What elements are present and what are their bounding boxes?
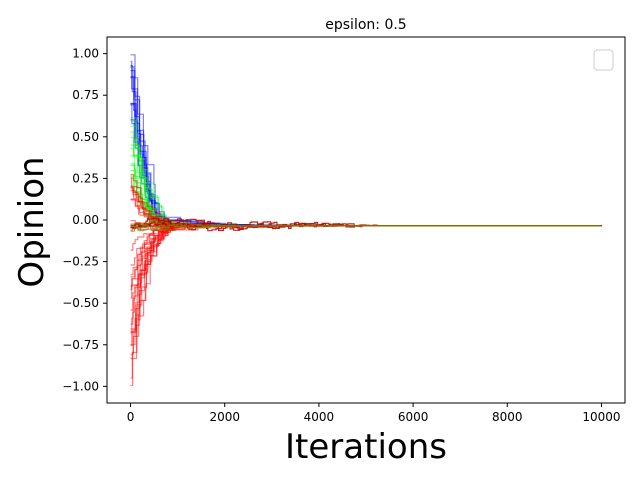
x-axis-title: Iterations (285, 427, 447, 467)
y-tick-label: −0.75 (62, 338, 99, 352)
x-tick-label: 4000 (304, 410, 335, 424)
y-tick-label: −1.00 (62, 379, 99, 393)
y-tick-label: −0.25 (62, 255, 99, 269)
y-tick-label: 0.00 (72, 213, 99, 227)
y-axis: 1.00 0.75 0.50 0.25 0.00 −0.25 −0.50 −0.75 −1.00 (62, 47, 107, 393)
y-tick-label: 1.00 (72, 47, 99, 61)
y-tick-label: 0.75 (72, 88, 99, 102)
y-axis-title: Opinion (12, 156, 52, 287)
legend-box (593, 49, 614, 71)
x-tick-label: 10000 (582, 410, 620, 424)
series-line (130, 223, 602, 232)
chart-title: epsilon: 0.5 (325, 17, 406, 33)
x-tick-label: 6000 (398, 410, 429, 424)
y-tick-label: 0.25 (72, 171, 99, 185)
y-tick-label: 0.50 (72, 130, 99, 144)
y-tick-label: −0.50 (62, 296, 99, 310)
x-tick-label: 8000 (492, 410, 523, 424)
x-axis: 0 2000 4000 6000 8000 10000 (127, 403, 621, 424)
series-line (130, 223, 602, 232)
x-tick-label: 2000 (209, 410, 240, 424)
x-tick-label: 0 (127, 410, 135, 424)
series-layer (130, 54, 603, 387)
